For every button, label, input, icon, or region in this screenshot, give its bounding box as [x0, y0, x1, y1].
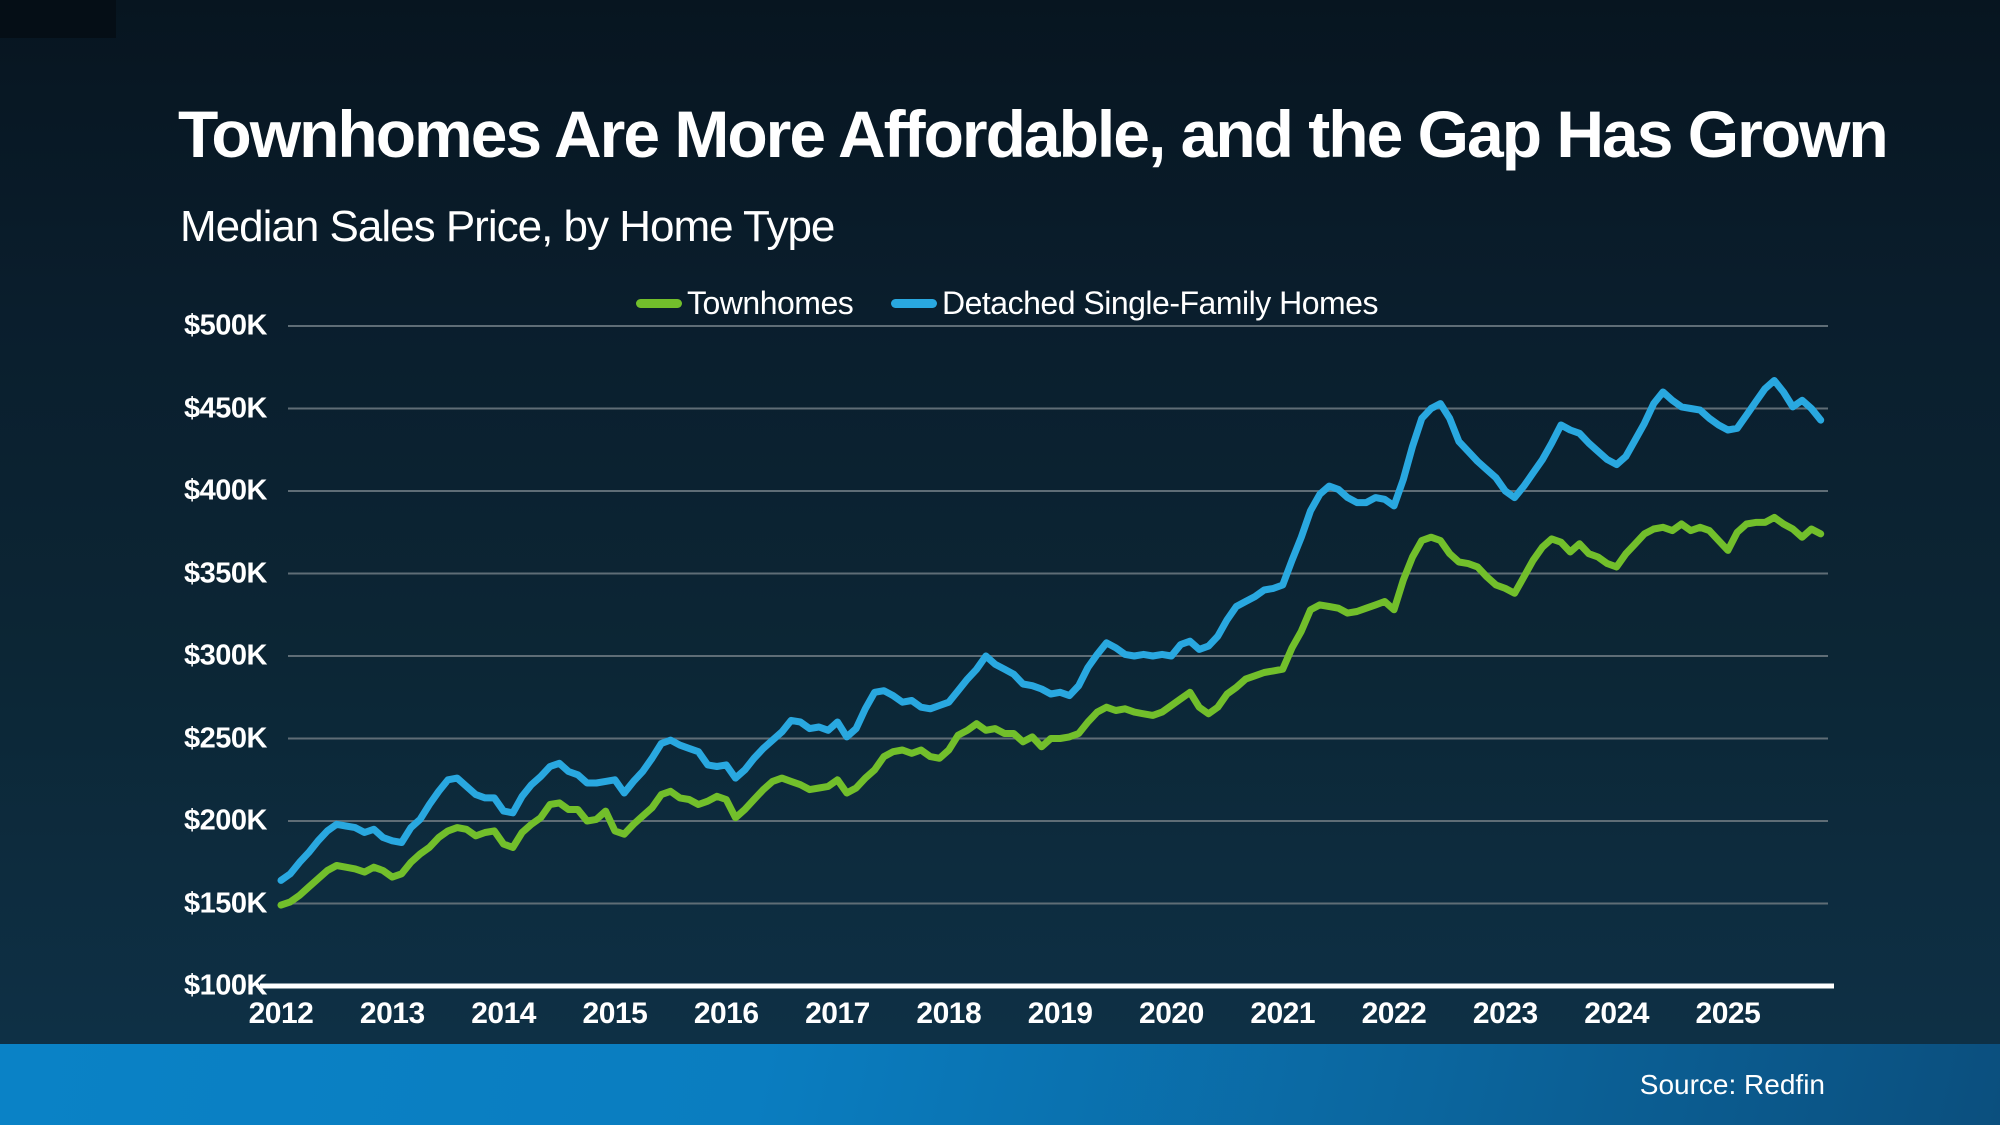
x-axis-label: 2020 — [1139, 997, 1204, 1030]
x-axis-label: 2019 — [1027, 997, 1093, 1030]
x-axis-label: 2025 — [1695, 997, 1761, 1030]
page-subtitle: Median Sales Price, by Home Type — [180, 202, 835, 251]
bottom-accent-bar: Source: Redfin — [0, 1044, 2000, 1125]
x-axis-label: 2015 — [582, 997, 648, 1030]
source-note: Source: Redfin — [1639, 1069, 1825, 1100]
x-axis-label: 2017 — [805, 997, 870, 1030]
y-axis-label: $200K — [184, 804, 267, 837]
series-line-detached-single-family-homes — [277, 377, 1825, 884]
x-axis-label: 2018 — [916, 997, 982, 1030]
chart-legend: Townhomes Detached Single-Family Homes — [0, 283, 2000, 323]
x-axis-label: 2016 — [693, 997, 759, 1030]
x-axis-label: 2021 — [1250, 997, 1316, 1030]
x-axis-label: 2024 — [1584, 997, 1649, 1030]
corner-accent-rect — [0, 0, 116, 38]
townhomes-line-swatch-icon — [636, 298, 682, 308]
x-axis-label: 2022 — [1361, 997, 1427, 1030]
y-axis-label: $150K — [184, 887, 267, 919]
x-axis-label: 2023 — [1472, 997, 1538, 1030]
legend-label-detached: Detached Single-Family Homes — [942, 284, 1378, 321]
legend-label-townhomes: Townhomes — [687, 284, 854, 321]
y-axis-label: $250K — [184, 722, 267, 754]
y-axis-label: $400K — [184, 474, 267, 507]
x-axis-label: 2014 — [471, 997, 536, 1030]
detached-line-swatch-icon — [891, 298, 937, 308]
page-title: Townhomes Are More Affordable, and the G… — [178, 97, 1889, 171]
y-axis-label: $450K — [184, 392, 267, 424]
series-line-townhomes — [277, 513, 1825, 909]
legend-item-detached: Detached Single-Family Homes — [891, 283, 1378, 323]
y-axis-label: $350K — [184, 557, 267, 589]
x-axis-label: 2012 — [248, 997, 314, 1030]
legend-item-townhomes: Townhomes — [636, 283, 854, 323]
y-axis-label: $100K — [184, 969, 267, 1002]
y-axis-label: $500K — [184, 309, 267, 342]
y-axis-label: $300K — [184, 639, 267, 672]
x-axis-label: 2013 — [359, 997, 425, 1030]
